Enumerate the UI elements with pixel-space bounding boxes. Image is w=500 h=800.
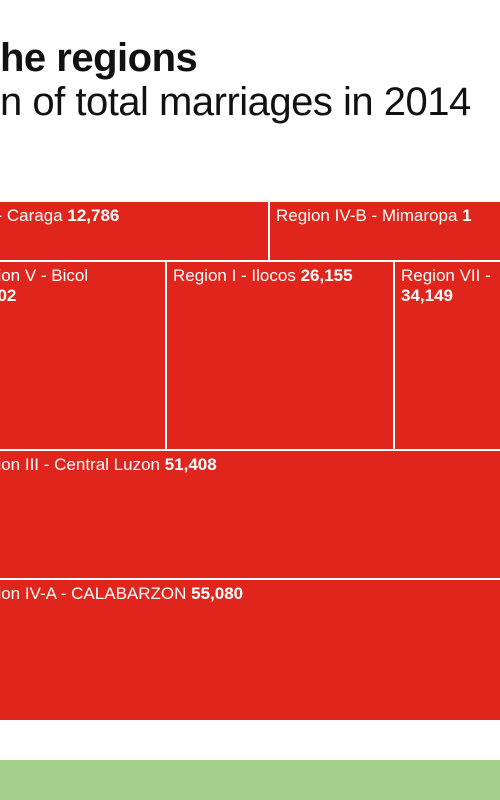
tile-name: Region I - Ilocos — [173, 266, 296, 285]
tile-name: Region VII - — [401, 266, 491, 285]
tile-name: gion V - Bicol — [0, 266, 89, 285]
tile-label: l - Caraga 12,786 — [0, 206, 268, 226]
tile-label: gion IV-A - CALABARZON 55,080 — [0, 584, 500, 604]
tile-value: 26,155 — [300, 266, 353, 285]
tile-label: Region VII - 34,149 — [401, 266, 500, 306]
tile-value: 55,080 — [191, 584, 244, 603]
tile-value: 12,786 — [67, 206, 120, 225]
chart-title: he regions — [0, 36, 198, 80]
chart-subtitle: n of total marriages in 2014 — [0, 80, 471, 124]
treemap-tile: Region VII - 34,149 — [393, 260, 500, 451]
tile-name: gion III - Central Luzon — [0, 455, 160, 474]
bottom-band — [0, 760, 500, 800]
treemap-tile: l - Caraga 12,786 — [0, 200, 270, 262]
tile-label: Region I - Ilocos 26,155 — [173, 266, 393, 286]
treemap-tile: Region IV-B - Mimaropa 1 — [268, 200, 500, 262]
treemap-tile: Region I - Ilocos 26,155 — [165, 260, 395, 451]
tile-value: 34,149 — [401, 286, 453, 305]
treemap-tile: gion IV-A - CALABARZON 55,080 — [0, 578, 500, 720]
tile-label: gion III - Central Luzon 51,408 — [0, 455, 500, 475]
treemap-tile: gion V - Bicol 602 — [0, 260, 167, 451]
tile-label: gion V - Bicol 602 — [0, 266, 165, 306]
tile-value: 602 — [0, 286, 17, 305]
tile-name: l - Caraga — [0, 206, 63, 225]
tile-value: 1 — [462, 206, 472, 225]
tile-name: Region IV-B - Mimaropa — [276, 206, 458, 225]
treemap-tile: gion III - Central Luzon 51,408 — [0, 449, 500, 580]
tile-value: 51,408 — [164, 455, 217, 474]
tile-label: Region IV-B - Mimaropa 1 — [276, 206, 500, 226]
tile-name: gion IV-A - CALABARZON — [0, 584, 187, 603]
